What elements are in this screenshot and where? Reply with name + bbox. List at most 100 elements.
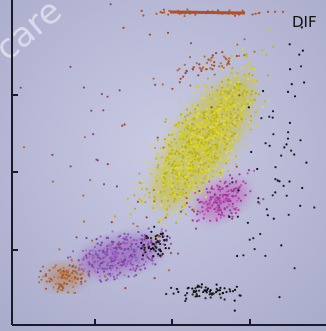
dot [233, 94, 235, 96]
dot [207, 126, 209, 128]
dot [140, 247, 142, 249]
dot [58, 286, 60, 288]
dot [206, 86, 208, 88]
dot [257, 197, 259, 199]
dot [146, 237, 148, 239]
dot [212, 133, 214, 135]
dot [213, 126, 215, 128]
dot [210, 150, 212, 152]
dot [178, 194, 180, 196]
dot [123, 243, 125, 245]
dot [148, 192, 150, 194]
dot [38, 281, 40, 283]
dot [223, 95, 225, 97]
dot [162, 184, 164, 186]
dot [107, 163, 109, 165]
dot [177, 183, 179, 185]
dot [165, 247, 167, 249]
dot [170, 194, 172, 196]
dot [289, 43, 291, 45]
dot [167, 158, 169, 160]
dot [157, 167, 159, 169]
dot [228, 63, 230, 65]
dot [130, 213, 132, 215]
dot [164, 149, 166, 151]
dot [141, 258, 143, 260]
dot [100, 235, 102, 237]
dot [175, 172, 177, 174]
scattergram-photo: care DIF [0, 0, 326, 331]
dot [202, 169, 204, 171]
dot [129, 256, 131, 258]
dot [85, 254, 87, 256]
dot [194, 287, 196, 289]
dot [136, 265, 138, 267]
dot [193, 210, 195, 212]
dot [229, 111, 231, 113]
dot [124, 123, 126, 125]
dot [152, 207, 154, 209]
dot [144, 251, 146, 253]
dot [194, 208, 196, 210]
dot [193, 130, 195, 132]
dot [217, 145, 219, 147]
dot [188, 167, 190, 169]
dot [228, 216, 230, 218]
dot [165, 118, 167, 120]
dot [186, 202, 188, 204]
dot [206, 108, 208, 110]
dot [211, 161, 213, 163]
dot [228, 193, 230, 195]
dot [210, 98, 212, 100]
dot [208, 122, 210, 124]
dot [139, 269, 141, 271]
dot [111, 243, 113, 245]
dot [163, 224, 165, 226]
dot [219, 101, 221, 103]
dot [139, 198, 141, 200]
dot [83, 221, 85, 223]
dot [142, 254, 144, 256]
dot [221, 187, 223, 189]
dot [133, 275, 135, 277]
dot [59, 289, 61, 291]
dot [234, 125, 236, 127]
dot [240, 108, 242, 110]
dot [245, 112, 247, 114]
dot [269, 145, 271, 147]
dot [184, 183, 186, 185]
dot [75, 282, 77, 284]
dot [194, 141, 196, 143]
dot [170, 287, 172, 289]
dot [120, 264, 122, 266]
dot [202, 137, 204, 139]
dot [240, 112, 242, 114]
dot [82, 270, 84, 272]
dot [217, 151, 219, 153]
dot [220, 216, 222, 218]
dot [210, 296, 212, 298]
dot [232, 123, 234, 125]
dot [264, 100, 266, 102]
dot [231, 135, 233, 137]
dot [126, 263, 128, 265]
dot [219, 115, 221, 117]
dot [117, 258, 119, 260]
dot [208, 180, 210, 182]
dot [209, 204, 211, 206]
dot [181, 160, 183, 162]
dot [196, 220, 198, 222]
dot [236, 286, 238, 288]
dot [222, 88, 224, 90]
dot [149, 143, 151, 145]
dot [172, 133, 174, 135]
dot [163, 166, 165, 168]
dot [222, 132, 224, 134]
dot [247, 78, 249, 80]
dot [155, 158, 157, 160]
dot [146, 256, 148, 258]
dot [153, 248, 155, 250]
dot [184, 204, 186, 206]
dot [189, 165, 191, 167]
dot [201, 140, 203, 142]
